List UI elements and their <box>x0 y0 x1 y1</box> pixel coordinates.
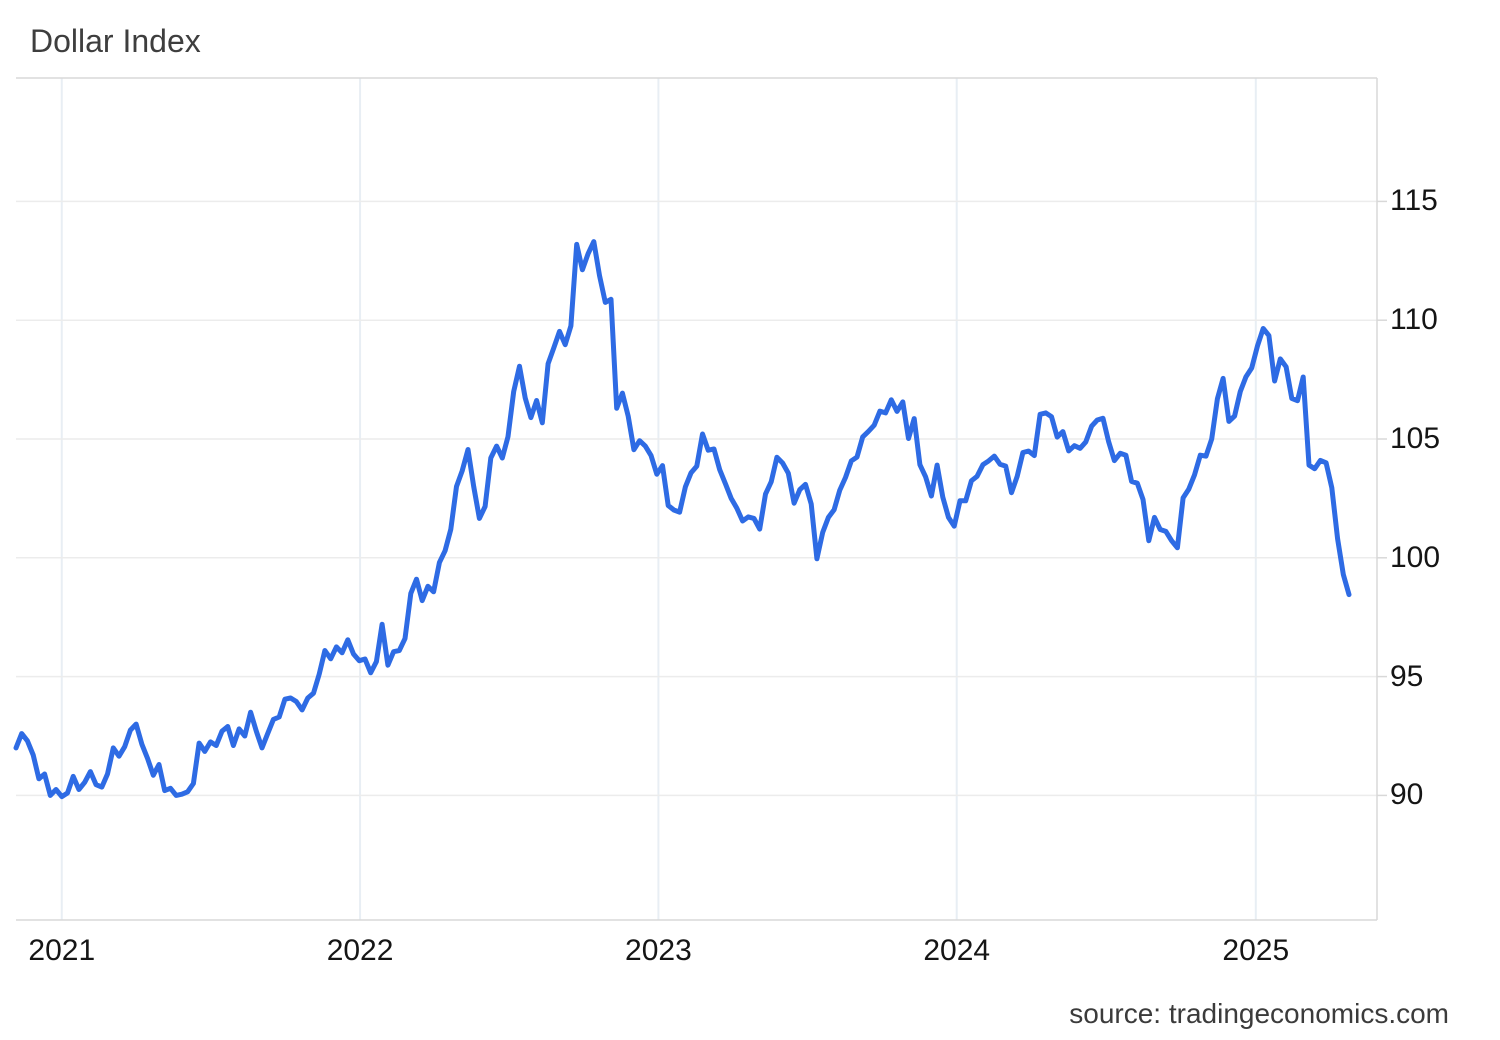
x-axis-label: 2023 <box>625 934 692 967</box>
y-axis-label: 90 <box>1390 778 1424 812</box>
x-axis-label: 2024 <box>923 934 991 967</box>
y-axis-label: 95 <box>1390 659 1424 693</box>
chart-title: Dollar Index <box>30 23 201 59</box>
source-attribution: source: tradingeconomics.com <box>1069 998 1449 1029</box>
y-axis-label: 100 <box>1390 540 1441 574</box>
price-line <box>13 239 1352 800</box>
y-axis-label: 105 <box>1390 422 1441 455</box>
y-axis-label: 115 <box>1390 184 1438 218</box>
y-axis-label: 110 <box>1390 303 1438 337</box>
x-axis-label: 2021 <box>28 934 96 967</box>
x-axis-label: 2025 <box>1222 934 1290 967</box>
x-axis-label: 2022 <box>326 934 394 967</box>
